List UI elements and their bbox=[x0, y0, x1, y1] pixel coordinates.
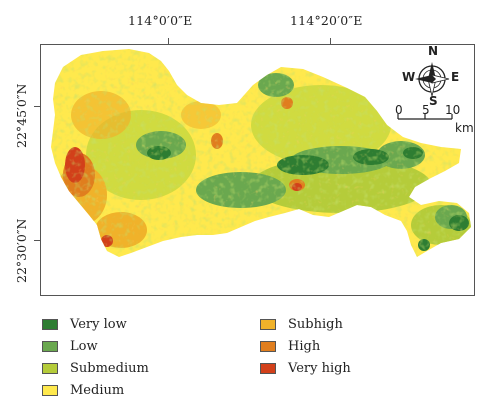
legend-label-high: High bbox=[288, 338, 321, 354]
legend-item-medium: Medium bbox=[42, 382, 124, 398]
legend-label-medium: Medium bbox=[70, 382, 125, 398]
suitability-map bbox=[51, 49, 471, 257]
longitude-label-1: 114°0′0″E bbox=[128, 13, 193, 28]
latitude-label-2: 22°30′0″N bbox=[14, 218, 29, 283]
legend-swatch-high bbox=[260, 340, 276, 352]
map-frame: N S E W 0 5 10 km bbox=[40, 44, 475, 296]
scale-label-10: 10 bbox=[445, 103, 461, 117]
scale-label-0: 0 bbox=[395, 103, 403, 117]
legend-label-subhigh: Subhigh bbox=[288, 316, 343, 332]
scale-label-5: 5 bbox=[422, 103, 430, 117]
latitude-label-1: 22°45′0″N bbox=[14, 83, 29, 148]
left-tick-mark-2 bbox=[34, 240, 40, 241]
legend-label-low: Low bbox=[70, 338, 98, 354]
legend-item-very-high: Very high bbox=[260, 360, 351, 376]
compass-north-label: N bbox=[428, 44, 439, 58]
top-tick-mark-2 bbox=[330, 38, 331, 44]
legend-item-low: Low bbox=[42, 338, 98, 354]
legend-swatch-very-low bbox=[42, 318, 58, 330]
legend-item-submedium: Submedium bbox=[42, 360, 149, 376]
legend-item-very-low: Very low bbox=[42, 316, 127, 332]
left-tick-mark-1 bbox=[34, 106, 40, 107]
legend-swatch-subhigh bbox=[260, 318, 276, 330]
scale-bar bbox=[397, 114, 453, 120]
scale-unit-label: km bbox=[455, 121, 474, 135]
longitude-label-2: 114°20′0″E bbox=[290, 13, 363, 28]
legend-item-high: High bbox=[260, 338, 320, 354]
legend-swatch-medium bbox=[42, 384, 58, 396]
compass-east-label: E bbox=[451, 70, 460, 84]
legend-swatch-submedium bbox=[42, 362, 58, 374]
legend-item-subhigh: Subhigh bbox=[260, 316, 343, 332]
legend-swatch-low bbox=[42, 340, 58, 352]
north-arrow-icon bbox=[415, 62, 450, 97]
compass-west-label: W bbox=[402, 70, 416, 84]
legend-swatch-very-high bbox=[260, 362, 276, 374]
legend-label-submedium: Submedium bbox=[70, 360, 149, 376]
legend-label-very-high: Very high bbox=[288, 360, 351, 376]
top-tick-mark-1 bbox=[168, 38, 169, 44]
legend-label-very-low: Very low bbox=[70, 316, 127, 332]
compass-south-label: S bbox=[429, 94, 438, 108]
